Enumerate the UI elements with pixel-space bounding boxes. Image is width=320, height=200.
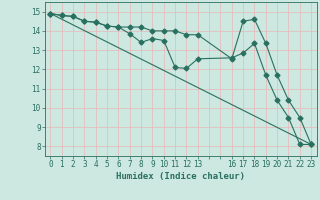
X-axis label: Humidex (Indice chaleur): Humidex (Indice chaleur) [116, 172, 245, 181]
